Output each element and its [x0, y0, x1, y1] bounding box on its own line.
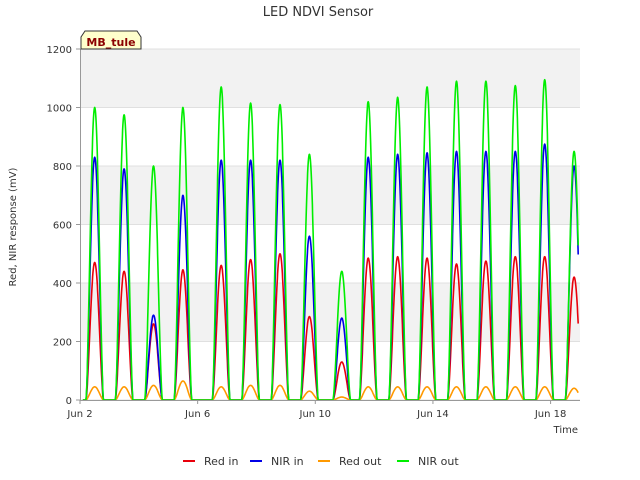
legend-label: NIR in: [271, 455, 304, 468]
x-tick-label: Jun 6: [184, 409, 210, 420]
y-axis-title: Red, NIR response (mV): [8, 167, 19, 286]
y-tick-label: 600: [53, 221, 72, 232]
y-tick-label: 1200: [47, 45, 72, 56]
plot-background: [80, 49, 580, 400]
y-tick-label: 400: [53, 279, 72, 290]
site-tag-box: [80, 30, 142, 50]
y-tick-label: 200: [53, 338, 72, 349]
chart-title: LED NDVI Sensor: [263, 5, 374, 20]
x-tick-label: Jun 18: [534, 409, 567, 420]
axes: 0 200 400 600 800 1000 1200 Jun 2 Jun 6 Jun 10 Jun…: [47, 45, 580, 420]
site-tag-label: MB_tule: [86, 36, 135, 49]
x-tick-label: Jun 2: [66, 409, 92, 420]
legend: Red in NIR in Red out NIR out: [183, 455, 459, 468]
y-tick-label: 800: [53, 162, 72, 173]
plot-band: [80, 107, 580, 166]
y-tick-label: 1000: [47, 104, 72, 115]
plot-band: [80, 224, 580, 283]
y-tick-label: 0: [66, 396, 72, 407]
plot-band: [80, 283, 580, 342]
x-tick-label: Jun 10: [299, 409, 332, 420]
legend-label: Red in: [204, 455, 238, 468]
x-axis-title: Time: [553, 425, 578, 436]
site-tag: MB_tule: [80, 30, 142, 50]
legend-label: Red out: [339, 455, 382, 468]
plot-band: [80, 341, 580, 400]
legend-label: NIR out: [418, 455, 459, 468]
plot-band: [80, 166, 580, 225]
plot-band: [80, 49, 580, 108]
x-tick-label: Jun 14: [416, 409, 449, 420]
